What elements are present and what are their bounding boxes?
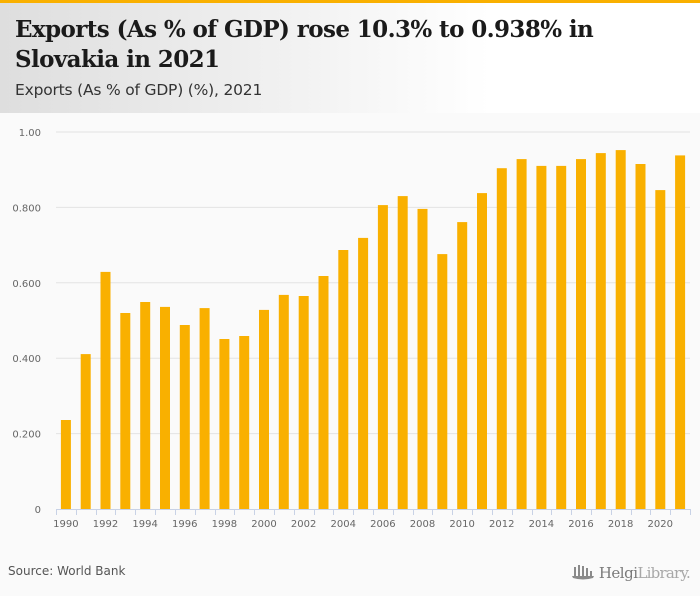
bar-2011[interactable]: 2011: 0.838 (477, 193, 487, 509)
chart-subtitle: Exports (As % of GDP) (%), 2021 (15, 81, 263, 99)
bar-1992[interactable]: 1992: 0.629 (100, 271, 111, 509)
x-tick-label: 2006 (370, 519, 395, 530)
y-tick-label: 0.200 (12, 430, 41, 441)
top-accent-border (0, 0, 700, 3)
bars: 1990: 0.236 1991: 0.411 1992: 0.629 1993: 0… (60, 150, 686, 509)
bar-2007[interactable]: 2007: 0.83 (397, 196, 408, 509)
bar-2001[interactable]: 2001: 0.568 (278, 294, 289, 509)
bar-2019[interactable]: 2019: 0.915 (635, 164, 646, 509)
x-tick-label: 2014 (529, 519, 554, 530)
x-tick-label: 1994 (132, 519, 157, 530)
bar-2021[interactable]: 2021: 0.938 (675, 155, 686, 509)
x-tick-label: 2010 (449, 519, 474, 530)
helgi-library-logo[interactable]: Helgi Library. (571, 562, 691, 584)
y-axis-labels: 0 0.200 0.400 0.600 0.800 1.00 (12, 128, 41, 516)
bar-1994[interactable]: 1994: 0.549 (140, 302, 151, 509)
x-tick-label: 2016 (568, 519, 593, 530)
bar-2000[interactable]: 2000: 0.528 (259, 309, 269, 509)
bar-2009[interactable]: 2009: 0.676 (437, 254, 448, 509)
x-tick-label: 1998 (212, 519, 237, 530)
x-tick-label: 2004 (331, 519, 356, 530)
x-tick-label: 1990 (53, 519, 78, 530)
bar-1999[interactable]: 1999: 0.459 (239, 336, 250, 509)
bar-1991[interactable]: 1991: 0.411 (80, 354, 91, 509)
bar-1996[interactable]: 1996: 0.488 (179, 325, 190, 509)
bar-2004[interactable]: 2004: 0.687 (338, 250, 349, 509)
chart-header: Exports (As % of GDP) rose 10.3% to 0.93… (0, 3, 700, 113)
bar-2006[interactable]: 2006: 0.806 (377, 205, 388, 509)
x-tick-label: 2008 (410, 519, 435, 530)
y-tick-label: 1.00 (19, 128, 41, 139)
x-tick-label: 1992 (93, 519, 118, 530)
bar-2003[interactable]: 2003: 0.618 (318, 276, 329, 509)
bar-2005[interactable]: 2005: 0.719 (358, 237, 369, 509)
x-tick-label: 2020 (648, 519, 673, 530)
x-tick-label: 2012 (489, 519, 514, 530)
logo-text-helgi: Helgi (598, 564, 638, 582)
y-tick-label: 0.400 (12, 354, 41, 365)
bar-2013[interactable]: 2013: 0.928 (516, 159, 527, 509)
bar-2017[interactable]: 2017: 0.944 (595, 153, 606, 509)
y-tick-label: 0.800 (12, 203, 41, 214)
bar-2012[interactable]: 2012: 0.904 (496, 168, 507, 509)
logo-text-library: Library. (637, 564, 691, 582)
bar-2015[interactable]: 2015: 0.91 (556, 165, 567, 509)
bar-2008[interactable]: 2008: 0.796 (417, 208, 428, 509)
bar-2016[interactable]: 2016: 0.928 (576, 159, 586, 509)
bar-2002[interactable]: 2002: 0.565 (298, 296, 309, 509)
bar-2014[interactable]: 2014: 0.91 (536, 165, 547, 509)
bar-1997[interactable]: 1997: 0.533 (199, 308, 210, 509)
x-tick-label: 2018 (608, 519, 633, 530)
bar-2020[interactable]: 2020: 0.846 (655, 190, 666, 509)
y-tick-label: 0.600 (12, 279, 41, 290)
x-tick-label: 2002 (291, 519, 316, 530)
source-note: Source: World Bank (8, 564, 126, 578)
library-building-icon (571, 565, 594, 580)
x-tick-label: 1996 (172, 519, 197, 530)
y-tick-label: 0 (35, 505, 41, 516)
bar-1995[interactable]: 1995: 0.536 (160, 306, 170, 509)
x-tick-label: 2000 (251, 519, 276, 530)
gridlines (56, 131, 690, 435)
bar-2018[interactable]: 2018: 0.952 (615, 150, 626, 509)
bar-1990[interactable]: 1990: 0.236 (60, 420, 71, 509)
chart-title: Exports (As % of GDP) rose 10.3% to 0.93… (15, 16, 594, 73)
bar-1993[interactable]: 1993: 0.52 (120, 313, 131, 509)
x-axis: 1990 1992 1994 1996 1998 2000 2002 2004 2006 2008… (53, 509, 691, 530)
bar-1998[interactable]: 1998: 0.451 (219, 339, 230, 509)
bar-2010[interactable]: 2010: 0.761 (457, 222, 468, 509)
